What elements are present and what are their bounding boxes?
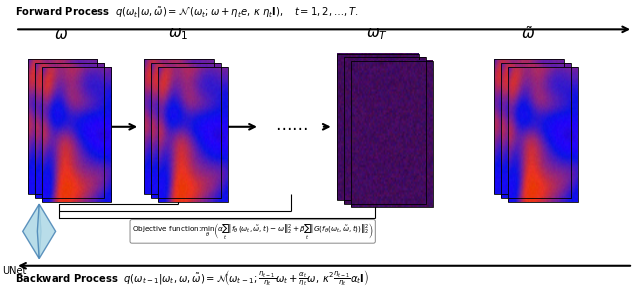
Text: UNet: UNet [2,266,26,276]
Bar [337,54,419,200]
Bar [501,63,571,198]
Text: $\omega_T$: $\omega_T$ [366,27,388,42]
Text: $\omega$: $\omega$ [54,28,68,42]
Bar [508,67,577,202]
Text: $\omega_1$: $\omega_1$ [168,27,188,42]
Text: $\mathbf{Backward\ Process}\ \ q(\omega_{t-1}|\omega_t, \omega, \tilde{\omega}) : $\mathbf{Backward\ Process}\ \ q(\omega_… [15,269,369,288]
Text: $\mathbf{Forward\ Process}$$\ \ q(\omega_t|\omega,\tilde{\omega}) = \mathcal{N}\: $\mathbf{Forward\ Process}$$\ \ q(\omega… [15,5,359,20]
Bar [152,63,221,198]
Bar [28,59,97,194]
Text: $\cdots\cdots$: $\cdots\cdots$ [275,118,308,136]
Text: $\tilde{\omega}$: $\tilde{\omega}$ [521,25,535,42]
Bar [351,61,433,207]
Bar [35,63,104,198]
Bar [344,57,426,204]
Bar [145,59,214,194]
Bar [158,67,228,202]
Polygon shape [37,204,56,259]
Bar [494,59,564,194]
Text: Objective function:$\min_{\theta}\!\left(\alpha\!\sum_t\!\left\|f_\theta(\omega_: Objective function:$\min_{\theta}\!\left… [132,222,374,241]
Polygon shape [22,204,41,259]
Bar [42,67,111,202]
